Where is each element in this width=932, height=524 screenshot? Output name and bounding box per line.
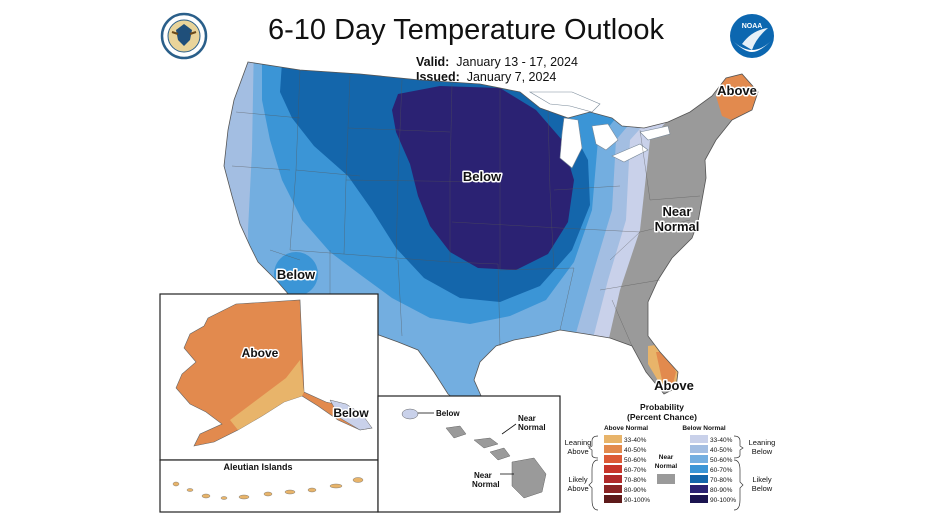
legend-below-label-5: 80-90% xyxy=(710,487,733,494)
legend-above-swatch-0 xyxy=(604,435,622,443)
department-of-commerce-seal xyxy=(160,12,208,60)
legend-leaning-below-1: Leaning xyxy=(749,438,776,447)
noaa-logo: NOAA xyxy=(730,14,774,58)
label-hawaii-near-b1: Near xyxy=(474,471,492,480)
valid-dates-line: Valid: January 13 - 17, 2024 xyxy=(416,55,578,69)
label-hawaii-near-a2: Normal xyxy=(518,423,546,432)
legend-below-label-6: 90-100% xyxy=(710,497,736,504)
legend-near-header-2: Normal xyxy=(655,463,678,470)
issued-date-line: Issued: January 7, 2024 xyxy=(416,70,556,84)
issued-date: January 7, 2024 xyxy=(466,70,557,84)
legend-below-swatch-6 xyxy=(690,495,708,503)
legend-above-label-5: 80-90% xyxy=(624,487,647,494)
legend-title-1: Probability xyxy=(640,402,684,412)
legend-near-swatch xyxy=(657,474,675,484)
legend-leaning-above-1: Leaning xyxy=(565,438,592,447)
legend-above-swatch-5 xyxy=(604,485,622,493)
legend-above-swatches: 33-40% 40-50% 50-60% 60-70% 70-80% 80-90% 90-1… xyxy=(604,435,650,504)
legend-below-swatch-3 xyxy=(690,465,708,473)
map-title: 6-10 Day Temperature Outlook xyxy=(267,14,664,46)
legend-near-header-1: Near xyxy=(659,454,674,461)
legend-above-label-6: 90-100% xyxy=(624,497,650,504)
valid-label: Valid: xyxy=(416,55,450,69)
legend-likely-below-2: Below xyxy=(752,484,773,493)
legend-below-swatches: 33-40% 40-50% 50-60% 60-70% 70-80% 80-90% 90-1… xyxy=(690,435,736,504)
legend-leaning-below-2: Below xyxy=(752,447,773,456)
legend-likely-above-2: Above xyxy=(567,484,588,493)
legend-likely-above-1: Likely xyxy=(568,475,587,484)
legend-above-swatch-2 xyxy=(604,455,622,463)
legend-below-swatch-4 xyxy=(690,475,708,483)
zone-above-maine xyxy=(716,72,758,122)
legend-below-swatch-2 xyxy=(690,455,708,463)
legend-above-label-3: 60-70% xyxy=(624,467,647,474)
legend-below-header: Below Normal xyxy=(682,425,726,432)
valid-dates: January 13 - 17, 2024 xyxy=(456,55,578,69)
label-above-florida: Above xyxy=(654,378,694,393)
label-above-maine: Above xyxy=(717,83,757,98)
legend-above-label-4: 70-80% xyxy=(624,477,647,484)
label-aleutian-islands: Aleutian Islands xyxy=(223,462,292,472)
zone-below-80 xyxy=(392,86,574,270)
legend-below-label-1: 40-50% xyxy=(710,447,733,454)
legend-below-label-4: 70-80% xyxy=(710,477,733,484)
label-hawaii-near-b2: Normal xyxy=(472,480,500,489)
zone-below-southwest xyxy=(274,252,318,296)
legend-below-label-3: 60-70% xyxy=(710,467,733,474)
great-lakes xyxy=(528,91,671,169)
label-below-southwest: Below xyxy=(277,267,316,282)
legend-above-swatch-4 xyxy=(604,475,622,483)
aleutian-islands-shapes xyxy=(172,477,364,500)
legend-leaning-above-2: Above xyxy=(567,447,588,456)
legend-above-swatch-1 xyxy=(604,445,622,453)
legend-below-swatch-5 xyxy=(690,485,708,493)
label-hawaii-below: Below xyxy=(436,409,460,418)
legend-above-label-0: 33-40% xyxy=(624,437,647,444)
legend-below-label-0: 33-40% xyxy=(710,437,733,444)
legend-above-label-1: 40-50% xyxy=(624,447,647,454)
probability-legend: Probability (Percent Chance) Above Norma… xyxy=(565,402,776,511)
legend-above-swatch-3 xyxy=(604,465,622,473)
noaa-logo-text: NOAA xyxy=(742,23,763,30)
legend-above-label-2: 50-60% xyxy=(624,457,647,464)
label-hawaii-near-a1: Near xyxy=(518,414,536,423)
label-near-normal-2: Normal xyxy=(655,219,700,234)
label-near-normal-1: Near xyxy=(663,204,692,219)
label-below-central: Below xyxy=(463,169,502,184)
legend-above-header: Above Normal xyxy=(604,425,648,432)
hawaii-inset: Below Near Normal Near Normal xyxy=(377,395,561,513)
legend-likely-below-1: Likely xyxy=(752,475,771,484)
label-alaska-above: Above xyxy=(242,346,279,360)
legend-below-swatch-1 xyxy=(690,445,708,453)
label-alaska-below: Below xyxy=(333,406,369,420)
alaska-inset: Above Below Aleutian Islands xyxy=(159,293,379,513)
legend-below-swatch-0 xyxy=(690,435,708,443)
legend-above-swatch-6 xyxy=(604,495,622,503)
legend-title-2: (Percent Chance) xyxy=(627,412,697,422)
legend-below-label-2: 50-60% xyxy=(710,457,733,464)
